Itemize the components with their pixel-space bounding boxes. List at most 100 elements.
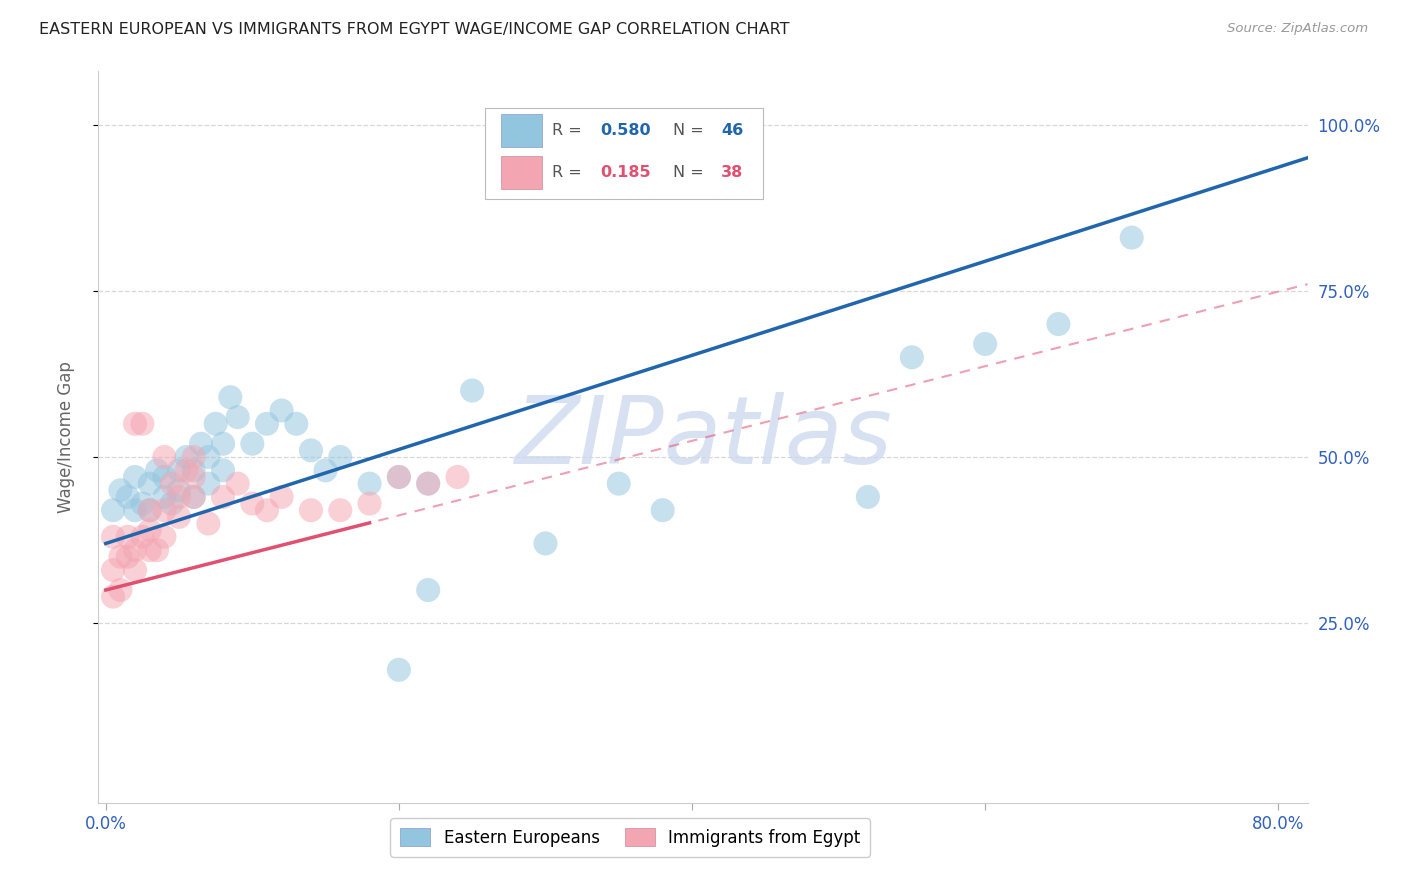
Point <box>124 563 146 577</box>
Point <box>183 450 205 464</box>
Point <box>117 490 139 504</box>
Point <box>131 530 153 544</box>
Point <box>167 463 190 477</box>
Point <box>388 470 411 484</box>
Point <box>901 351 924 365</box>
Point <box>146 463 169 477</box>
Point <box>124 470 146 484</box>
FancyBboxPatch shape <box>485 108 763 200</box>
Point <box>110 483 132 498</box>
Point <box>138 503 160 517</box>
Point <box>124 543 146 558</box>
Point <box>418 476 440 491</box>
Point <box>270 403 292 417</box>
Point <box>270 490 292 504</box>
Point <box>183 463 205 477</box>
Point <box>299 443 322 458</box>
Text: Source: ZipAtlas.com: Source: ZipAtlas.com <box>1227 22 1368 36</box>
Point <box>461 384 484 398</box>
Point <box>212 436 235 450</box>
Point <box>153 503 176 517</box>
Point <box>315 463 337 477</box>
Point <box>197 516 219 531</box>
FancyBboxPatch shape <box>501 113 543 147</box>
Point <box>534 536 557 550</box>
Point <box>329 450 352 464</box>
Point <box>167 490 190 504</box>
Point <box>176 450 198 464</box>
Point <box>974 337 997 351</box>
Point <box>1047 317 1070 331</box>
Point <box>138 476 160 491</box>
Point <box>856 490 879 504</box>
Text: 38: 38 <box>721 165 744 180</box>
Text: R =: R = <box>551 165 586 180</box>
Text: N =: N = <box>672 165 709 180</box>
Point <box>176 463 198 477</box>
Point <box>226 410 249 425</box>
Point <box>418 476 440 491</box>
Point <box>160 497 183 511</box>
Legend: Eastern Europeans, Immigrants from Egypt: Eastern Europeans, Immigrants from Egypt <box>391 819 870 856</box>
Point <box>131 417 153 431</box>
Point <box>167 509 190 524</box>
Point <box>138 523 160 537</box>
Point <box>359 497 381 511</box>
Point <box>138 543 160 558</box>
Text: 0.580: 0.580 <box>600 123 651 138</box>
Point <box>124 417 146 431</box>
Point <box>329 503 352 517</box>
Point <box>1121 230 1143 244</box>
Point <box>117 549 139 564</box>
Point <box>183 490 205 504</box>
Point <box>285 417 308 431</box>
Point <box>359 476 381 491</box>
Point <box>101 503 124 517</box>
Point <box>167 483 190 498</box>
Point <box>418 582 440 597</box>
Point <box>607 476 630 491</box>
Point <box>183 490 205 504</box>
Point <box>153 450 176 464</box>
Point <box>212 490 235 504</box>
Point <box>240 497 263 511</box>
Point <box>256 417 278 431</box>
Point <box>190 436 212 450</box>
Point <box>153 490 176 504</box>
Text: ZIPatlas: ZIPatlas <box>515 392 891 483</box>
Point <box>256 503 278 517</box>
Point <box>197 476 219 491</box>
Point <box>101 563 124 577</box>
Point <box>146 543 169 558</box>
Point <box>204 417 226 431</box>
Point <box>101 590 124 604</box>
Point <box>197 450 219 464</box>
Point <box>446 470 468 484</box>
Y-axis label: Wage/Income Gap: Wage/Income Gap <box>56 361 75 513</box>
Point <box>110 582 132 597</box>
FancyBboxPatch shape <box>501 156 543 189</box>
Point <box>153 470 176 484</box>
Text: 46: 46 <box>721 123 744 138</box>
Text: EASTERN EUROPEAN VS IMMIGRANTS FROM EGYPT WAGE/INCOME GAP CORRELATION CHART: EASTERN EUROPEAN VS IMMIGRANTS FROM EGYP… <box>39 22 790 37</box>
Point <box>183 470 205 484</box>
Point <box>138 503 160 517</box>
Text: N =: N = <box>672 123 709 138</box>
Point <box>117 530 139 544</box>
Point <box>299 503 322 517</box>
Point <box>240 436 263 450</box>
Point <box>110 549 132 564</box>
Point <box>388 663 411 677</box>
Text: 0.185: 0.185 <box>600 165 651 180</box>
Point <box>153 530 176 544</box>
Point <box>124 503 146 517</box>
Point <box>651 503 673 517</box>
Point <box>131 497 153 511</box>
Point <box>388 470 411 484</box>
Point <box>212 463 235 477</box>
Text: R =: R = <box>551 123 586 138</box>
Point <box>219 390 242 404</box>
Point <box>226 476 249 491</box>
Point <box>101 530 124 544</box>
Point <box>160 476 183 491</box>
